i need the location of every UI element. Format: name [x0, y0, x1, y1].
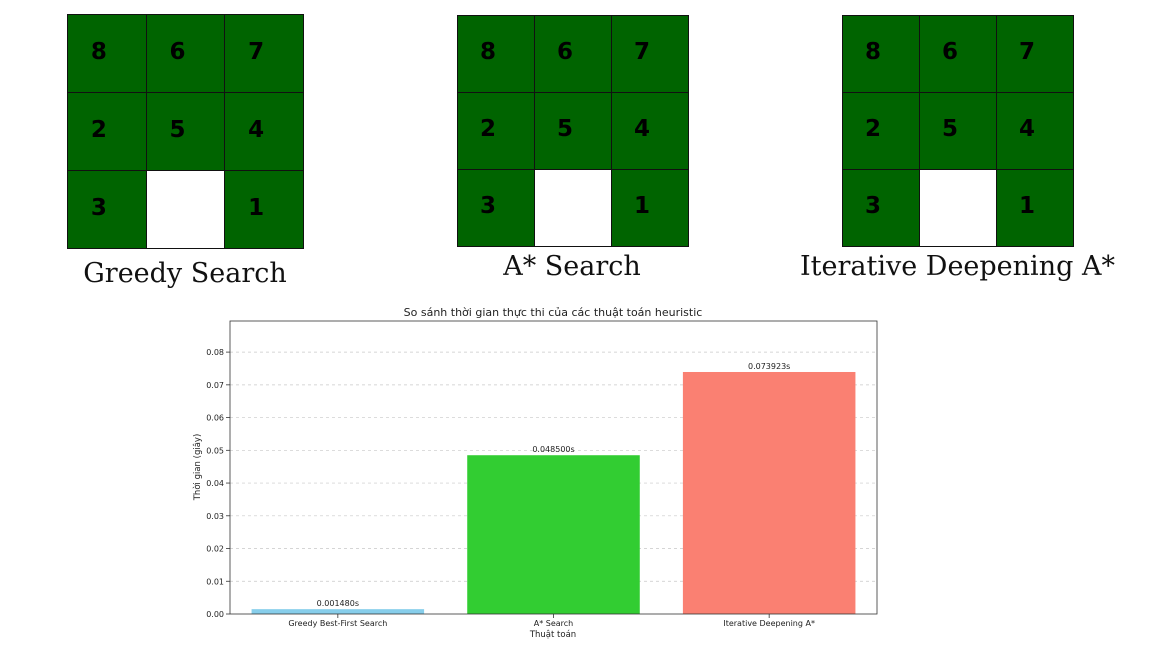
puzzle-tile: 3	[68, 171, 146, 248]
puzzle-tile: 4	[997, 93, 1073, 169]
x-tick-label: Greedy Best-First Search	[288, 619, 387, 628]
y-tick-label: 0.06	[206, 414, 224, 423]
puzzle-tile-empty	[920, 170, 996, 246]
puzzle-tile: 3	[843, 170, 919, 246]
y-tick-label: 0.00	[206, 610, 224, 619]
y-tick-label: 0.04	[206, 479, 224, 488]
bar-value-label: 0.001480s	[317, 599, 359, 608]
puzzle-tile: 4	[225, 93, 303, 170]
puzzle-tile-empty	[146, 171, 225, 248]
puzzle-tile: 3	[458, 170, 534, 246]
y-tick-label: 0.01	[206, 577, 224, 586]
puzzle-tile: 2	[68, 93, 146, 170]
puzzle-tile: 5	[535, 93, 611, 169]
y-tick-label: 0.02	[206, 545, 224, 554]
y-tick-label: 0.07	[206, 381, 224, 390]
y-tick-label: 0.08	[206, 348, 224, 357]
x-tick-label: A* Search	[534, 619, 574, 628]
puzzle-tile-empty	[535, 170, 611, 246]
puzzle-caption-ida: Iterative Deepening A*	[800, 251, 1115, 282]
bar-value-label: 0.073923s	[748, 362, 790, 371]
puzzle-tile: 7	[225, 15, 303, 92]
x-tick-label: Iterative Deepening A*	[723, 619, 815, 628]
puzzle-tile: 1	[612, 170, 688, 246]
puzzle-tile: 2	[843, 93, 919, 169]
puzzle-tile: 5	[920, 93, 996, 169]
puzzle-tile: 8	[458, 16, 534, 92]
y-tick-label: 0.03	[206, 512, 224, 521]
y-axis-label: Thời gian (giây)	[192, 434, 203, 502]
y-tick-label: 0.05	[206, 446, 224, 455]
chart-bars: 0.001480s 0.048500s 0.073923s	[251, 362, 856, 614]
puzzle-tile: 6	[535, 16, 611, 92]
puzzle-tile: 1	[997, 170, 1073, 246]
bar-value-label: 0.048500s	[532, 445, 574, 454]
puzzle-tile: 2	[458, 93, 534, 169]
bar	[251, 609, 425, 614]
puzzle-tile: 6	[146, 15, 225, 92]
puzzle-board-greedy: 8 6 7 2 5 4 3 1	[67, 14, 304, 249]
puzzle-tile: 4	[612, 93, 688, 169]
puzzle-board-ida: 8 6 7 2 5 4 3 1	[842, 15, 1074, 247]
puzzle-board-astar: 8 6 7 2 5 4 3 1	[457, 15, 689, 247]
bar	[467, 455, 640, 614]
puzzle-tile: 7	[612, 16, 688, 92]
chart-title: So sánh thời gian thực thi của các thuật…	[404, 306, 703, 319]
puzzle-tile: 5	[146, 93, 225, 170]
chart-ticks: 0.00 0.01 0.02 0.03 0.04 0.05 0.06 0.07 0.08 Gree…	[206, 348, 815, 628]
puzzle-tile: 1	[225, 171, 303, 248]
puzzle-caption-greedy: Greedy Search	[83, 258, 287, 289]
puzzle-tile: 6	[920, 16, 996, 92]
puzzle-tile: 7	[997, 16, 1073, 92]
puzzle-caption-astar: A* Search	[503, 251, 641, 282]
puzzle-tile: 8	[843, 16, 919, 92]
x-axis-label: Thuật toán	[529, 630, 576, 640]
bar	[682, 371, 856, 614]
puzzle-tile: 8	[68, 15, 146, 92]
